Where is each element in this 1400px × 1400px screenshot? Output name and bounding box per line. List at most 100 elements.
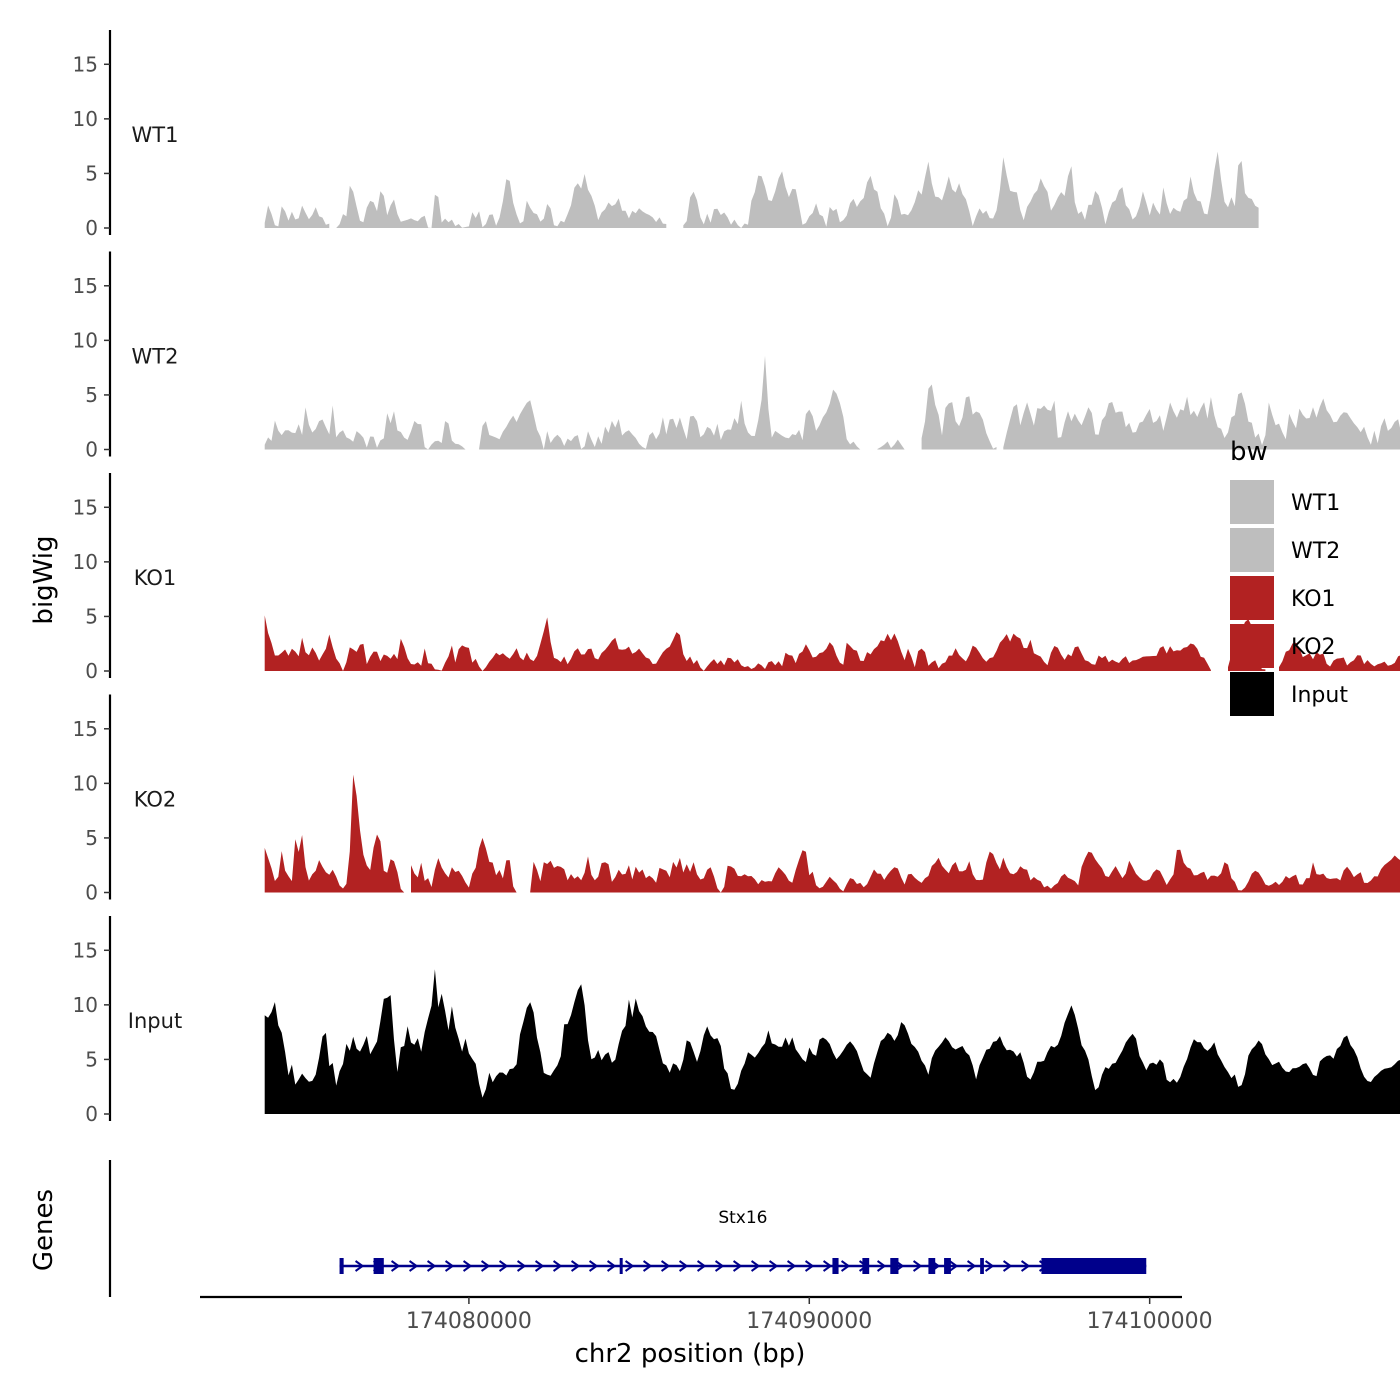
legend-label: KO1 [1291, 587, 1336, 612]
gene-exon [944, 1258, 951, 1274]
legend-swatch [1230, 480, 1274, 524]
strand-arrow [1020, 1260, 1031, 1272]
coverage-area-ko2 [530, 849, 1400, 893]
y-tick-label: 15 [73, 717, 98, 741]
genes-axis-label: Genes [29, 1189, 59, 1271]
y-tick-label: 15 [73, 938, 98, 962]
y-tick-label: 5 [85, 1047, 98, 1071]
gene-exon [862, 1258, 870, 1274]
y-tick-label: 10 [73, 993, 98, 1017]
strand-arrow [426, 1260, 437, 1272]
track-label: WT2 [132, 345, 179, 369]
y-tick-label: 10 [73, 107, 98, 131]
track-label: WT1 [132, 123, 179, 147]
strand-arrow [678, 1260, 689, 1272]
x-tick-label: 174090000 [746, 1309, 872, 1334]
strand-arrow [660, 1260, 671, 1272]
strand-arrow [768, 1260, 779, 1272]
track-wt2: 0 5 10 15 WT2 [73, 251, 1400, 462]
y-tick-label: 0 [85, 216, 98, 240]
gene-exon [890, 1258, 899, 1274]
y-tick-label: 0 [85, 1102, 98, 1126]
strand-arrow [606, 1260, 617, 1272]
gene-stx16: Stx16 [339, 1208, 1147, 1274]
strand-arrow [876, 1260, 887, 1272]
strand-arrow [498, 1260, 509, 1272]
strand-arrow [822, 1260, 833, 1272]
y-tick-label: 0 [85, 881, 98, 905]
coverage-area-wt2 [1003, 392, 1400, 450]
legend-item-input: Input [1230, 672, 1348, 716]
track-label: Input [128, 1009, 182, 1033]
coverage-area-wt1 [336, 174, 667, 228]
strand-arrow [1002, 1260, 1013, 1272]
strand-arrow [804, 1260, 815, 1272]
y-tick-label: 0 [85, 659, 98, 683]
legend-item-ko2: KO2 [1230, 624, 1336, 668]
y-tick-label: 5 [85, 604, 98, 628]
legend-label: WT2 [1291, 539, 1340, 564]
legend-swatch [1230, 672, 1274, 716]
strand-arrow [642, 1260, 653, 1272]
coverage-area-wt1 [683, 151, 1259, 228]
coverage-area-ko2 [411, 837, 517, 893]
x-axis-label: chr2 position (bp) [575, 1339, 806, 1369]
y-tick-label: 10 [73, 771, 98, 795]
strand-arrow [786, 1260, 797, 1272]
gene-label: Stx16 [718, 1208, 767, 1228]
legend-item-wt2: WT2 [1230, 528, 1340, 572]
strand-arrow [408, 1260, 419, 1272]
strand-arrow [948, 1260, 959, 1272]
y-tick-label: 10 [73, 328, 98, 352]
track-wt1: 0 5 10 15 WT1 [73, 30, 1259, 240]
gene-exon [980, 1258, 984, 1274]
y-tick-label: 0 [85, 438, 98, 462]
y-tick-label: 15 [73, 274, 98, 298]
strand-arrow [390, 1260, 401, 1272]
strand-arrow [552, 1260, 563, 1272]
strand-arrow [534, 1260, 545, 1272]
track-input: 0 5 10 15 Input [73, 916, 1400, 1126]
strand-arrow [624, 1260, 635, 1272]
strand-arrow [732, 1260, 743, 1272]
coverage-area-wt1 [264, 205, 330, 228]
strand-arrow [984, 1260, 995, 1272]
gene-exon [832, 1258, 839, 1274]
legend-swatch [1230, 576, 1274, 620]
track-ko1: 0 5 10 15 KO1 [73, 473, 1400, 683]
legend-title: bw [1230, 437, 1268, 467]
coverage-area-wt2 [264, 405, 466, 450]
coverage-area-wt2 [479, 355, 861, 450]
coverage-area-input [264, 969, 1400, 1114]
track-ko2: 0 5 10 15 KO2 [73, 694, 1400, 905]
strand-arrow [714, 1260, 725, 1272]
gene-exon [619, 1258, 623, 1274]
coverage-area-wt2 [921, 384, 997, 450]
legend-swatch [1230, 624, 1274, 668]
x-tick-label: 174100000 [1087, 1309, 1213, 1334]
coverage-area-wt2 [877, 439, 905, 450]
strand-arrow [480, 1260, 491, 1272]
strand-arrow [354, 1260, 365, 1272]
x-tick-label: 174080000 [406, 1309, 532, 1334]
coverage-area-ko2 [264, 774, 405, 893]
strand-arrow [696, 1260, 707, 1272]
genes-panel: Stx16 [108, 1160, 1147, 1297]
coverage-area-ko1 [1279, 642, 1400, 671]
legend-swatch [1230, 528, 1274, 572]
y-tick-label: 5 [85, 826, 98, 850]
y-axis-label: bigWig [29, 535, 59, 624]
y-tick-label: 5 [85, 161, 98, 185]
gene-exon [339, 1258, 344, 1274]
strand-arrow [444, 1260, 455, 1272]
strand-arrow [588, 1260, 599, 1272]
y-tick-label: 15 [73, 52, 98, 76]
strand-arrow [462, 1260, 473, 1272]
legend-item-wt1: WT1 [1230, 480, 1340, 524]
strand-arrow [966, 1260, 977, 1272]
strand-arrow [750, 1260, 761, 1272]
bigwig-tracks: 0 5 10 15 WT1 0 5 10 15 WT2 0 5 10 15 KO1 0 5 10 15 KO2 0 5 10… [73, 30, 1400, 1126]
strand-arrow [516, 1260, 527, 1272]
gene-exon [373, 1258, 384, 1274]
